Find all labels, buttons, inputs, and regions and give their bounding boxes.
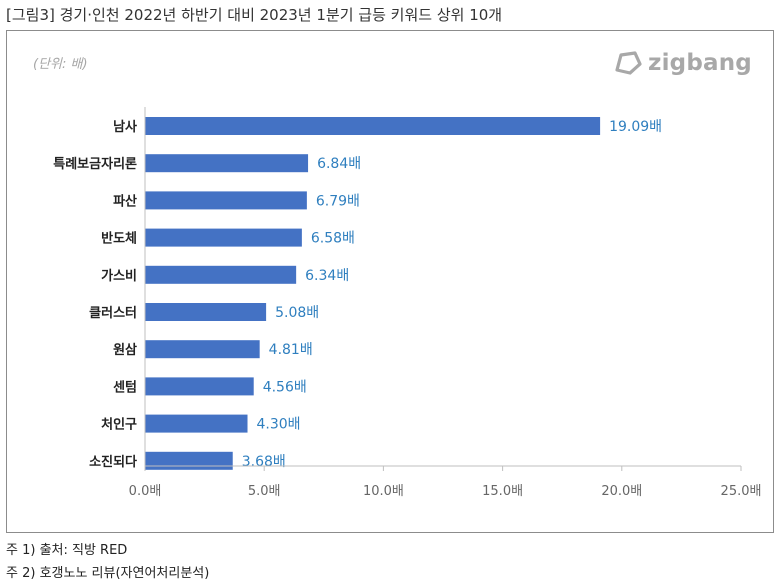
bar	[145, 265, 297, 284]
category-label: 파산	[113, 193, 137, 209]
data-label: 6.34배	[305, 268, 349, 284]
bar	[145, 340, 260, 359]
category-label: 클러스터	[89, 305, 137, 321]
footnote-source: 주 1) 출처: 직방 RED	[6, 543, 128, 558]
bar	[145, 154, 309, 173]
logo-wordmark: zigbang	[648, 50, 752, 76]
unit-note: (단위: 배)	[33, 57, 88, 72]
data-label: 4.81배	[269, 342, 313, 358]
data-label: 6.58배	[311, 231, 355, 247]
data-label: 19.09배	[609, 119, 662, 135]
category-label: 원삼	[113, 342, 137, 358]
x-tick-label: 10.0배	[363, 484, 404, 499]
bar	[145, 191, 307, 210]
bar	[145, 414, 248, 433]
zigbang-logo: zigbang	[613, 48, 752, 78]
bar	[145, 117, 601, 135]
data-label: 6.79배	[316, 193, 360, 209]
x-tick-label: 15.0배	[482, 484, 523, 499]
data-label: 6.84배	[317, 156, 361, 172]
x-tick-label: 20.0배	[601, 484, 642, 499]
x-tick-label: 25.0배	[721, 484, 762, 499]
bar	[145, 228, 302, 247]
category-label: 남사	[113, 119, 137, 135]
bar	[145, 377, 254, 396]
bar	[145, 303, 267, 321]
zigbang-logo-icon	[615, 51, 642, 75]
data-label: 4.56배	[263, 379, 307, 395]
figure-title: [그림3] 경기·인천 2022년 하반기 대비 2023년 1분기 급등 키워…	[6, 6, 503, 24]
x-tick-label: 0.0배	[129, 484, 162, 499]
category-label: 특례보금자리론	[53, 156, 137, 172]
bar	[145, 451, 233, 470]
x-axis-ticks: 0.0배 5.0배 10.0배 15.0배 20.0배 25.0배	[129, 466, 762, 499]
category-label: 반도체	[101, 231, 137, 247]
category-label: 센텀	[113, 379, 137, 395]
category-label: 가스비	[101, 269, 137, 284]
data-label: 5.08배	[275, 305, 319, 321]
footnote-method: 주 2) 호갱노노 리뷰(자연어처리분석)	[6, 566, 210, 581]
data-label: 4.30배	[257, 417, 301, 433]
category-label: 소진되다	[89, 454, 137, 470]
x-tick-label: 5.0배	[248, 484, 281, 499]
category-label: 처인구	[101, 417, 137, 433]
